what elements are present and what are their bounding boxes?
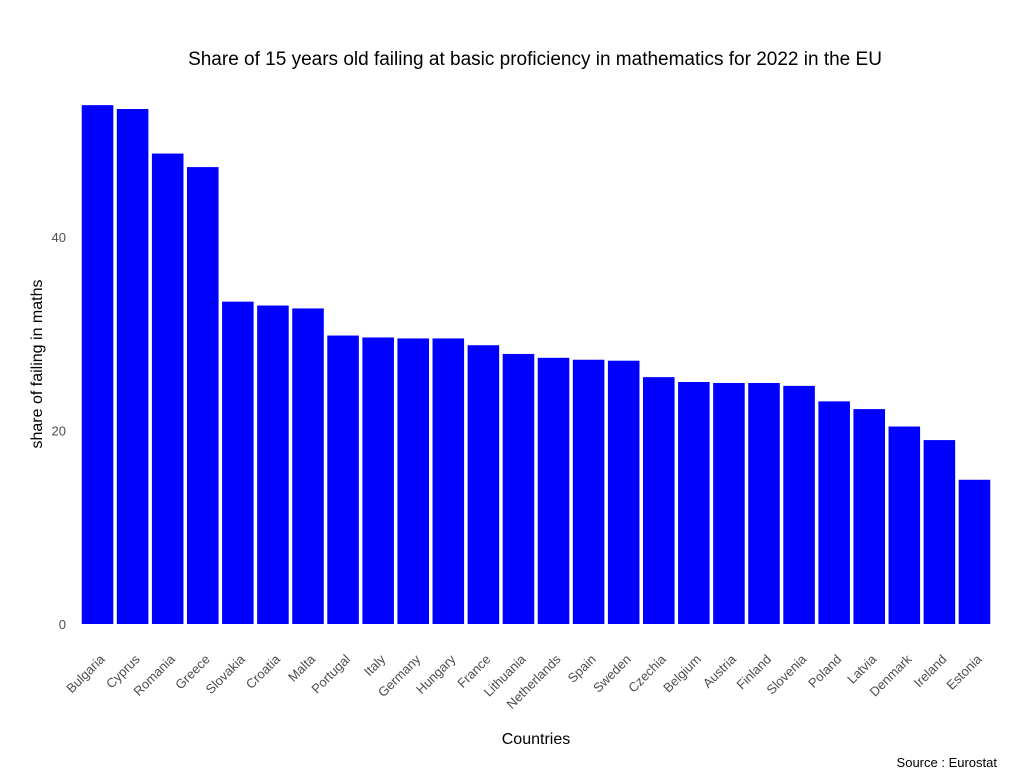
bar-austria [713, 382, 745, 624]
x-axis-label: Countries [502, 731, 570, 748]
bar-estonia [958, 479, 991, 624]
y-tick-label: 20 [52, 423, 66, 438]
bar-france [467, 345, 500, 624]
bar-denmark [888, 426, 921, 624]
x-tick-label: Estonia [943, 651, 985, 693]
bar-greece [186, 167, 219, 624]
bar-malta [292, 308, 324, 624]
x-tick-label: Sweden [590, 652, 634, 696]
x-tick-label: Bulgaria [63, 651, 108, 696]
y-tick-label: 40 [52, 230, 66, 245]
bar-czechia [642, 377, 675, 624]
x-tick-label: Hungary [413, 651, 459, 697]
bar-hungary [432, 338, 465, 624]
bar-croatia [257, 305, 289, 624]
bar-italy [362, 337, 394, 624]
bars [81, 105, 991, 625]
x-tick-label: Slovenia [763, 651, 809, 697]
bar-sweden [607, 360, 640, 624]
x-tick-label: Ireland [911, 652, 950, 691]
x-tick-label: Portugal [308, 651, 353, 696]
x-tick-label: Belgium [660, 652, 704, 696]
source-note: Source : Eurostat [897, 755, 998, 770]
bar-bulgaria [81, 105, 114, 624]
x-axis-ticks: BulgariaCyprusRomaniaGreeceSlovakiaCroat… [63, 651, 985, 712]
bar-romania [151, 153, 184, 625]
x-tick-label: Italy [361, 651, 389, 679]
x-tick-label: Slovakia [203, 651, 249, 697]
bar-latvia [853, 409, 886, 624]
x-tick-label: Austria [700, 651, 740, 691]
y-axis-label: share of failing in maths [29, 280, 46, 449]
bar-portugal [327, 335, 359, 624]
chart-title: Share of 15 years old failing at basic p… [188, 49, 882, 70]
bar-finland [748, 382, 780, 624]
bar-cyprus [116, 109, 149, 624]
bar-poland [818, 401, 850, 624]
bar-lithuania [502, 353, 535, 624]
bar-belgium [678, 382, 710, 624]
y-axis-ticks: 0 20 40 [52, 230, 66, 632]
bar-spain [572, 359, 605, 624]
x-tick-label: Poland [805, 652, 844, 691]
y-tick-label: 0 [59, 617, 66, 632]
bar-slovakia [222, 301, 254, 624]
bar-germany [397, 338, 430, 624]
x-tick-label: Croatia [243, 651, 284, 692]
bar-netherlands [537, 357, 570, 624]
bar-ireland [923, 440, 956, 624]
bar-slovenia [783, 385, 815, 624]
